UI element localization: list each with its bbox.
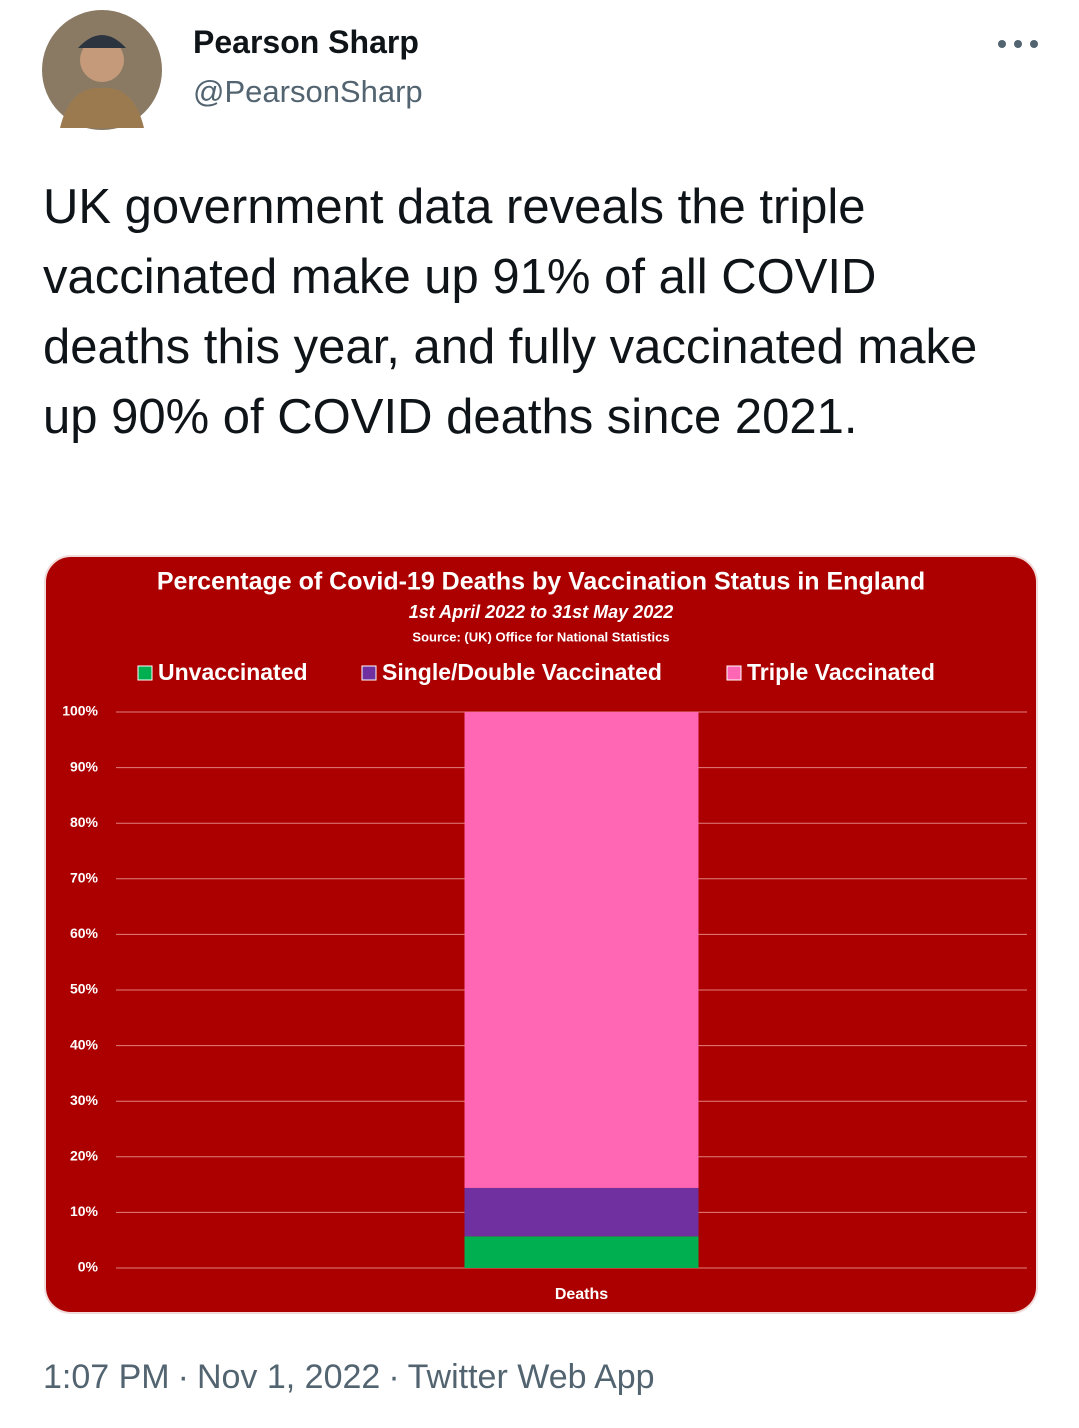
tweet-footer: 1:07 PM · Nov 1, 2022 · Twitter Web App [43,1358,663,1397]
separator: · [177,1358,189,1396]
bar-segment [464,712,699,1188]
y-tick-label: 80% [70,814,99,830]
date[interactable]: Nov 1, 2022 [196,1358,381,1396]
y-tick-label: 50% [70,981,99,997]
legend-label: Unvaccinated [158,659,308,685]
x-tick-label: Deaths [555,1286,608,1303]
time[interactable]: 1:07 PM [43,1358,170,1396]
y-tick-label: 100% [62,703,98,719]
y-tick-label: 0% [78,1259,99,1275]
chart-subtitle: 1st April 2022 to 31st May 2022 [409,602,673,622]
separator: · [388,1358,400,1396]
author-handle[interactable]: @PearsonSharp [193,74,423,109]
legend-label: Triple Vaccinated [747,659,935,685]
legend-swatch [361,665,377,681]
author-name[interactable]: Pearson Sharp [193,24,419,60]
legend-label: Single/Double Vaccinated [382,659,662,685]
y-tick-label: 40% [70,1036,99,1052]
chart-title: Percentage of Covid-19 Deaths by Vaccina… [157,568,925,596]
y-tick-label: 70% [70,870,99,886]
y-tick-label: 30% [70,1092,99,1108]
y-tick-label: 20% [70,1148,99,1164]
legend-swatch [726,665,742,681]
legend-swatch [137,665,153,681]
y-tick-label: 10% [70,1203,99,1219]
chart-source: Source: (UK) Office for National Statist… [412,629,669,644]
avatar[interactable] [40,8,166,134]
chart-image: Percentage of Covid-19 Deaths by Vaccina… [44,555,1038,1314]
more-menu[interactable] [996,34,1042,54]
bar-segment [464,1187,699,1237]
client[interactable]: Twitter Web App [407,1358,655,1396]
y-tick-label: 90% [70,758,99,774]
tweet-text: UK government data reveals the triple va… [43,180,978,444]
y-tick-label: 60% [70,925,99,941]
bar-segment [464,1236,699,1268]
